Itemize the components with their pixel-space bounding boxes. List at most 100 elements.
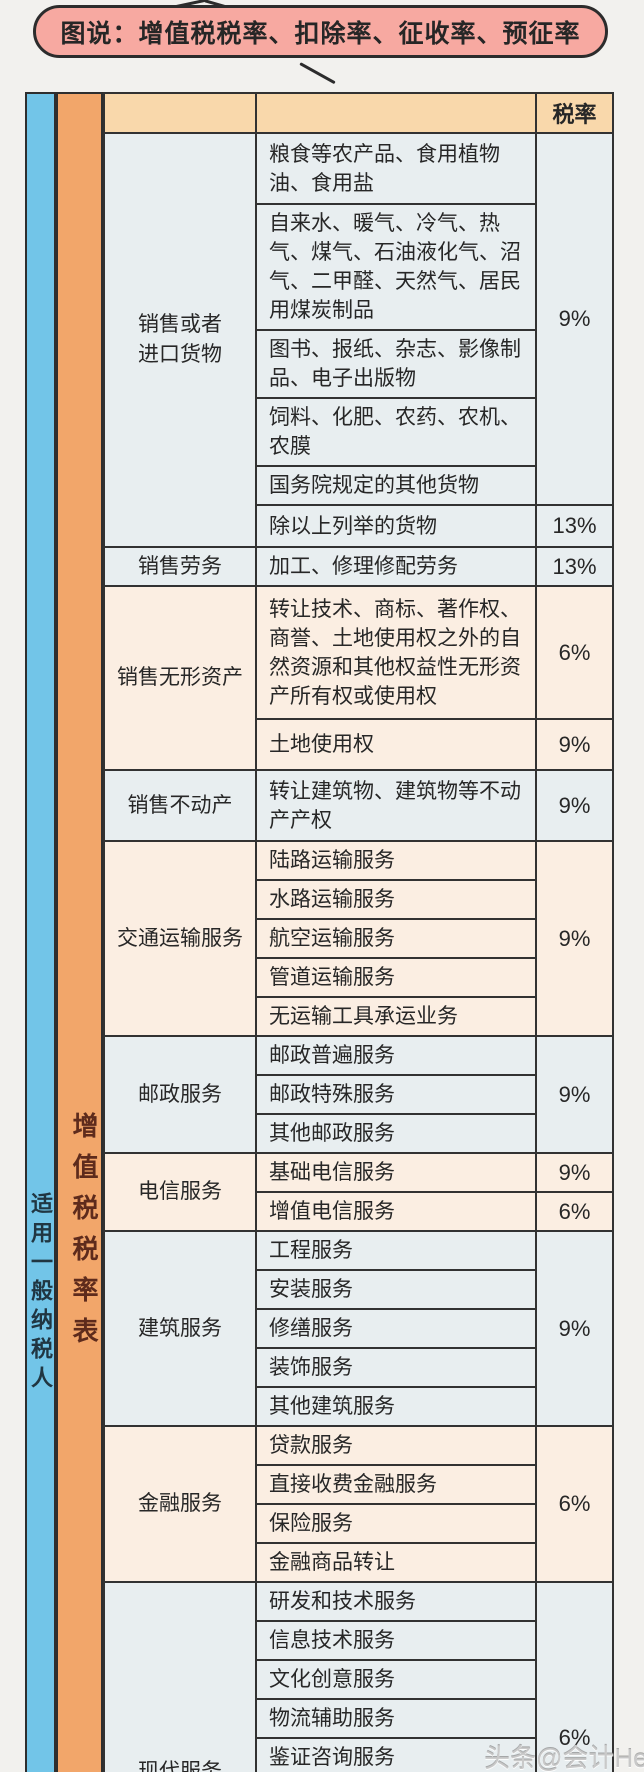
rate-cell: 13% (535, 546, 614, 587)
table-row: 邮政服务 邮政普遍服务 9% (103, 1035, 614, 1154)
table-row: 直接收费金融服务 (104, 1464, 613, 1505)
title-bubble: 图说：增值税税率、扣除率、征收率、预征率 (33, 5, 608, 58)
table-row: 销售无形资产 转让技术、商标、著作权、商誉、土地使用权之外的自然资源和其他权益性无… (103, 585, 614, 771)
category-cell: 销售无形资产 (103, 585, 257, 771)
rate-cell: 9% (535, 1035, 614, 1154)
table-row: 电信服务 基础电信服务 9% (103, 1152, 614, 1232)
category-cell: 交通运输服务 (103, 840, 257, 1037)
rate-cell: 9% (535, 1230, 614, 1427)
item-cell: 物流辅助服务 (255, 1698, 537, 1739)
item-cell: 陆路运输服务 (255, 840, 537, 881)
table-row: 国务院规定的其他货物 (104, 465, 613, 506)
item-cell: 邮政普遍服务 (255, 1035, 537, 1076)
table-row: 除以上列举的货物 13% (104, 504, 614, 548)
item-cell: 转让技术、商标、著作权、商誉、土地使用权之外的自然资源和其他权益性无形资产所有权… (255, 585, 537, 720)
item-cell: 基础电信服务 (255, 1152, 537, 1193)
rate-cell: 9% (535, 769, 614, 842)
table-row: 保险服务 (104, 1503, 613, 1544)
decorative-line-below-bubble (299, 62, 336, 85)
table-row: 邮政特殊服务 (104, 1074, 613, 1115)
taxpayer-type-label: 适用一般纳税人 (28, 1192, 53, 1395)
item-cell: 无运输工具承运业务 (255, 996, 537, 1037)
table-row: 航空运输服务 (104, 918, 613, 959)
item-cell: 信息技术服务 (255, 1620, 537, 1661)
table-row: 图书、报纸、杂志、影像制品、电子出版物 (104, 329, 613, 399)
table-row: 销售不动产 转让建筑物、建筑物等不动产产权 9% (103, 769, 614, 842)
table-row: 建筑服务 工程服务 9% (103, 1230, 614, 1427)
page-title: 图说：增值税税率、扣除率、征收率、预征率 (60, 19, 581, 48)
category-cell: 金融服务 (103, 1425, 257, 1583)
category-cell: 销售不动产 (103, 769, 257, 842)
item-cell: 粮食等农产品、食用植物油、食用盐 (255, 132, 537, 205)
item-cell: 研发和技术服务 (255, 1581, 537, 1622)
item-cell: 文化创意服务 (255, 1659, 537, 1700)
item-cell: 鉴证咨询服务 (255, 1737, 537, 1772)
item-cell: 其他建筑服务 (255, 1386, 537, 1427)
table-row: 现代服务 研发和技术服务 6% (103, 1581, 614, 1772)
table-row: 销售劳务 加工、修理修配劳务 13% (103, 546, 614, 587)
item-cell: 水路运输服务 (255, 879, 537, 920)
table-name-strip (56, 92, 103, 1772)
item-cell: 管道运输服务 (255, 957, 537, 998)
table-name-label: 增值税税率表 (69, 1112, 99, 1358)
rate-cell: 6% (535, 1425, 614, 1583)
table-row: 金融服务 贷款服务 6% (103, 1425, 614, 1583)
item-cell: 金融商品转让 (255, 1542, 537, 1583)
item-cell: 国务院规定的其他货物 (255, 465, 537, 506)
table-row: 无运输工具承运业务 (104, 996, 613, 1037)
table-header-row: 税率 (103, 92, 614, 134)
item-cell: 邮政特殊服务 (255, 1074, 537, 1115)
item-cell: 工程服务 (255, 1230, 537, 1271)
category-cell: 电信服务 (103, 1152, 257, 1232)
rate-cell: 9% (535, 1152, 614, 1193)
item-cell: 自来水、暖气、冷气、热气、煤气、石油液化气、沼气、二甲醛、天然气、居民用煤炭制品 (255, 203, 537, 331)
item-cell: 饲料、化肥、农药、农机、农膜 (255, 397, 537, 467)
table-row: 增值电信服务 6% (104, 1191, 614, 1232)
table-row: 土地使用权 9% (104, 718, 614, 771)
category-cell: 建筑服务 (103, 1230, 257, 1427)
table-row: 装饰服务 (104, 1347, 613, 1388)
table-row: 销售或者 进口货物 粮食等农产品、食用植物油、食用盐 9% (103, 132, 614, 548)
item-cell: 除以上列举的货物 (255, 504, 537, 548)
rate-header-cell: 税率 (535, 92, 614, 134)
table-row: 文化创意服务 (104, 1659, 613, 1700)
item-cell: 其他邮政服务 (255, 1113, 537, 1154)
rate-cell: 6% (535, 1191, 614, 1232)
table-row: 饲料、化肥、农药、农机、农膜 (104, 397, 613, 467)
rate-cell: 9% (535, 840, 614, 1037)
item-cell: 图书、报纸、杂志、影像制品、电子出版物 (255, 329, 537, 399)
item-cell: 安装服务 (255, 1269, 537, 1310)
table-row: 安装服务 (104, 1269, 613, 1310)
table-row: 金融商品转让 (104, 1542, 613, 1583)
item-cell: 转让建筑物、建筑物等不动产产权 (255, 769, 537, 842)
category-cell: 邮政服务 (103, 1035, 257, 1154)
item-cell: 航空运输服务 (255, 918, 537, 959)
rate-cell: 9% (535, 718, 614, 771)
item-cell: 修缮服务 (255, 1308, 537, 1349)
item-cell: 贷款服务 (255, 1425, 537, 1466)
rate-cell: 13% (535, 504, 614, 548)
table-row: 交通运输服务 陆路运输服务 9% (103, 840, 614, 1037)
rate-cell: 6% (535, 585, 614, 720)
rate-cell: 9% (535, 132, 614, 506)
table-row: 管道运输服务 (104, 957, 613, 998)
rate-cell: 6% (535, 1581, 614, 1772)
table-row: 自来水、暖气、冷气、热气、煤气、石油液化气、沼气、二甲醛、天然气、居民用煤炭制品 (104, 203, 613, 331)
item-cell: 保险服务 (255, 1503, 537, 1544)
category-cell: 现代服务 (103, 1581, 257, 1772)
watermark: 头条@会计Helper (484, 1743, 644, 1772)
table-row: 物流辅助服务 (104, 1698, 613, 1739)
table-row: 修缮服务 (104, 1308, 613, 1349)
table-row: 鉴证咨询服务 (104, 1737, 613, 1772)
category-cell: 销售劳务 (103, 546, 257, 587)
category-cell: 销售或者 进口货物 (103, 132, 257, 548)
vat-rate-table: 税率 销售或者 进口货物 粮食等农产品、食用植物油、食用盐 9% 自来水、暖气、冷气、… (103, 92, 614, 1772)
taxpayer-type-strip (25, 92, 56, 1772)
table-row: 其他建筑服务 (104, 1386, 613, 1427)
tax-table-body: 税率 销售或者 进口货物 粮食等农产品、食用植物油、食用盐 9% 自来水、暖气、冷气、… (103, 92, 614, 1772)
item-header-cell (255, 92, 537, 134)
table-row: 水路运输服务 (104, 879, 613, 920)
item-cell: 土地使用权 (255, 718, 537, 771)
item-cell: 加工、修理修配劳务 (255, 546, 537, 587)
